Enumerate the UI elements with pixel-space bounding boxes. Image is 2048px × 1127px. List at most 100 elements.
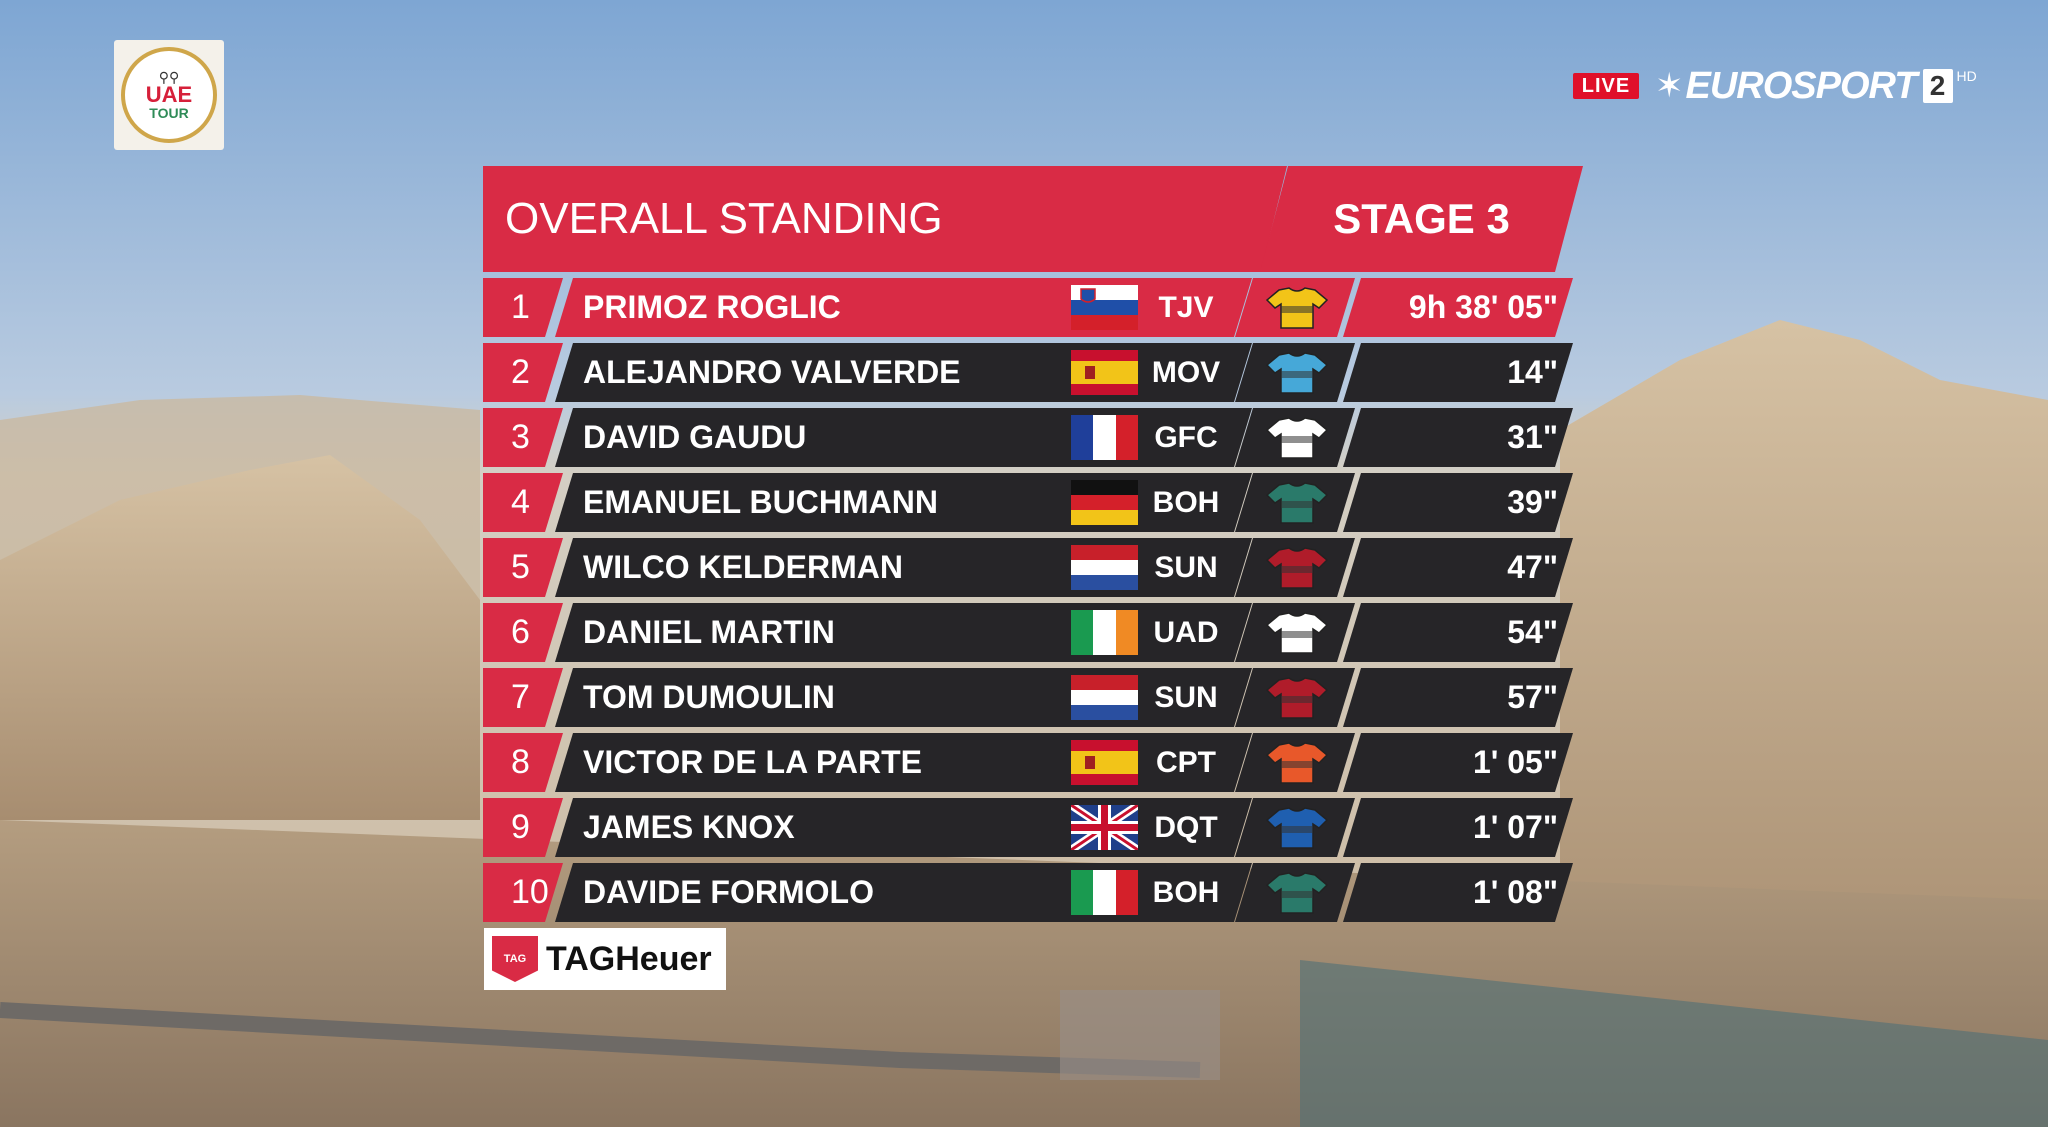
table-row: 3 DAVID GAUDU GFC 31" (483, 408, 1573, 467)
gap-time: 9h 38' 05" (1408, 289, 1558, 325)
rider-name: DAVIDE FORMOLO (583, 874, 874, 910)
eurosport-star-icon: ✶ (1655, 67, 1684, 105)
rank: 6 (483, 603, 563, 662)
team-code: BOH (1152, 485, 1220, 519)
rank: 8 (483, 733, 563, 792)
team-code: GFC (1154, 420, 1218, 454)
rider-name: WILCO KELDERMAN (583, 549, 903, 585)
uae-tour-badge: ⚲⚲ UAE TOUR (121, 47, 217, 143)
table-row: 10 DAVIDE FORMOLO BOH 1' 08" (483, 863, 1573, 922)
team-jersey-icon (1265, 286, 1329, 330)
table-row: 8 VICTOR DE LA PARTE CPT 1' 05" (483, 733, 1573, 792)
time-cell-bg (1343, 863, 1573, 922)
standings-table: 1 PRIMOZ ROGLIC TJV 9h 38' 05" 2 ALEJANDRO VA… (483, 278, 1573, 928)
time-cell-bg (1343, 798, 1573, 857)
gap-time: 31" (1507, 419, 1558, 455)
team-jersey-icon (1265, 546, 1329, 590)
live-badge: LIVE (1573, 73, 1639, 99)
gap-time: 1' 07" (1472, 809, 1558, 845)
standings-title: OVERALL STANDING (505, 194, 943, 243)
stage-label: STAGE 3 (1333, 195, 1510, 242)
rider-name: EMANUEL BUCHMANN (583, 484, 938, 520)
time-cell-bg (1343, 733, 1573, 792)
logo-line1: UAE (145, 82, 193, 107)
team-code: TJV (1158, 290, 1214, 324)
team-code: SUN (1154, 680, 1218, 714)
rider-name: PRIMOZ ROGLIC (583, 289, 841, 325)
team-code: MOV (1151, 355, 1221, 389)
standings-header: OVERALL STANDING STAGE 3 (483, 166, 1583, 272)
gap-time: 14" (1507, 354, 1558, 390)
standings-title-bar: OVERALL STANDING (483, 166, 1287, 272)
time-cell-bg (1343, 668, 1573, 727)
table-row: 5 WILCO KELDERMAN SUN 47" (483, 538, 1573, 597)
bicycle-icon: ⚲⚲ (158, 69, 180, 85)
team-code: UAD (1153, 615, 1219, 649)
rider-name: DAVID GAUDU (583, 419, 807, 455)
ireland-flag-icon (1071, 610, 1138, 655)
table-row: 1 PRIMOZ ROGLIC TJV 9h 38' 05" (483, 278, 1573, 337)
italy-flag-icon (1071, 870, 1138, 915)
netherlands-flag-icon (1071, 545, 1138, 590)
rank: 1 (483, 278, 563, 337)
sponsor-name: TAGHeuer (546, 939, 712, 978)
team-code: DQT (1154, 810, 1218, 844)
team-jersey-icon (1265, 871, 1329, 915)
team-code: SUN (1154, 550, 1218, 584)
time-cell-bg (1343, 278, 1573, 337)
table-row: 2 ALEJANDRO VALVERDE MOV 14" (483, 343, 1573, 402)
slovenia-flag-icon (1071, 285, 1138, 330)
rider-name: TOM DUMOULIN (583, 679, 835, 715)
rank: 10 (483, 863, 563, 922)
team-jersey-icon (1265, 416, 1329, 460)
germany-flag-icon (1071, 480, 1138, 525)
rank: 2 (483, 343, 563, 402)
time-cell-bg (1343, 473, 1573, 532)
team-jersey-icon (1265, 806, 1329, 850)
rank: 5 (483, 538, 563, 597)
uk-flag-icon (1071, 805, 1138, 850)
gap-time: 57" (1507, 679, 1558, 715)
logo-line2: TOUR (149, 105, 189, 121)
team-jersey-icon (1265, 351, 1329, 395)
netherlands-flag-icon (1071, 675, 1138, 720)
team-code: CPT (1156, 745, 1216, 779)
sponsor-logo: TAG TAGHeuer (484, 928, 726, 990)
sponsor-badge-text: TAG (503, 953, 527, 965)
rider-name: VICTOR DE LA PARTE (583, 744, 922, 780)
tag-heuer-shield-icon: TAG (492, 936, 538, 982)
time-cell-bg (1343, 343, 1573, 402)
uae-tour-logo: ⚲⚲ UAE TOUR (114, 40, 224, 150)
rank: 7 (483, 668, 563, 727)
table-row: 6 DANIEL MARTIN UAD 54" (483, 603, 1573, 662)
time-cell-bg (1343, 538, 1573, 597)
time-cell-bg (1343, 603, 1573, 662)
gap-time: 1' 05" (1472, 744, 1558, 780)
spain-flag-icon (1071, 740, 1138, 785)
gap-time: 54" (1507, 614, 1558, 650)
team-jersey-icon (1265, 741, 1329, 785)
team-code: BOH (1152, 875, 1220, 909)
rider-name: ALEJANDRO VALVERDE (583, 354, 961, 390)
broadcaster-name: EUROSPORT (1685, 64, 1918, 107)
team-jersey-icon (1265, 676, 1329, 720)
hd-label: HD (1956, 68, 1977, 84)
spain-flag-icon (1071, 350, 1138, 395)
rank: 9 (483, 798, 563, 857)
france-flag-icon (1071, 415, 1138, 460)
rank: 4 (483, 473, 563, 532)
channel-number: 2 (1922, 69, 1953, 103)
time-cell-bg (1343, 408, 1573, 467)
stage-bar: STAGE 3 (1260, 166, 1583, 272)
team-jersey-icon (1265, 481, 1329, 525)
table-row: 7 TOM DUMOULIN SUN 57" (483, 668, 1573, 727)
team-jersey-icon (1265, 611, 1329, 655)
table-row: 9 JAMES KNOX DQT 1' 07" (483, 798, 1573, 857)
table-row: 4 EMANUEL BUCHMANN BOH 39" (483, 473, 1573, 532)
rank: 3 (483, 408, 563, 467)
gap-time: 39" (1507, 484, 1558, 520)
rider-name: JAMES KNOX (583, 809, 795, 845)
gap-time: 47" (1507, 549, 1558, 585)
eurosport-logo: ✶ EUROSPORT 2 HD (1655, 64, 1977, 108)
gap-time: 1' 08" (1472, 874, 1558, 910)
